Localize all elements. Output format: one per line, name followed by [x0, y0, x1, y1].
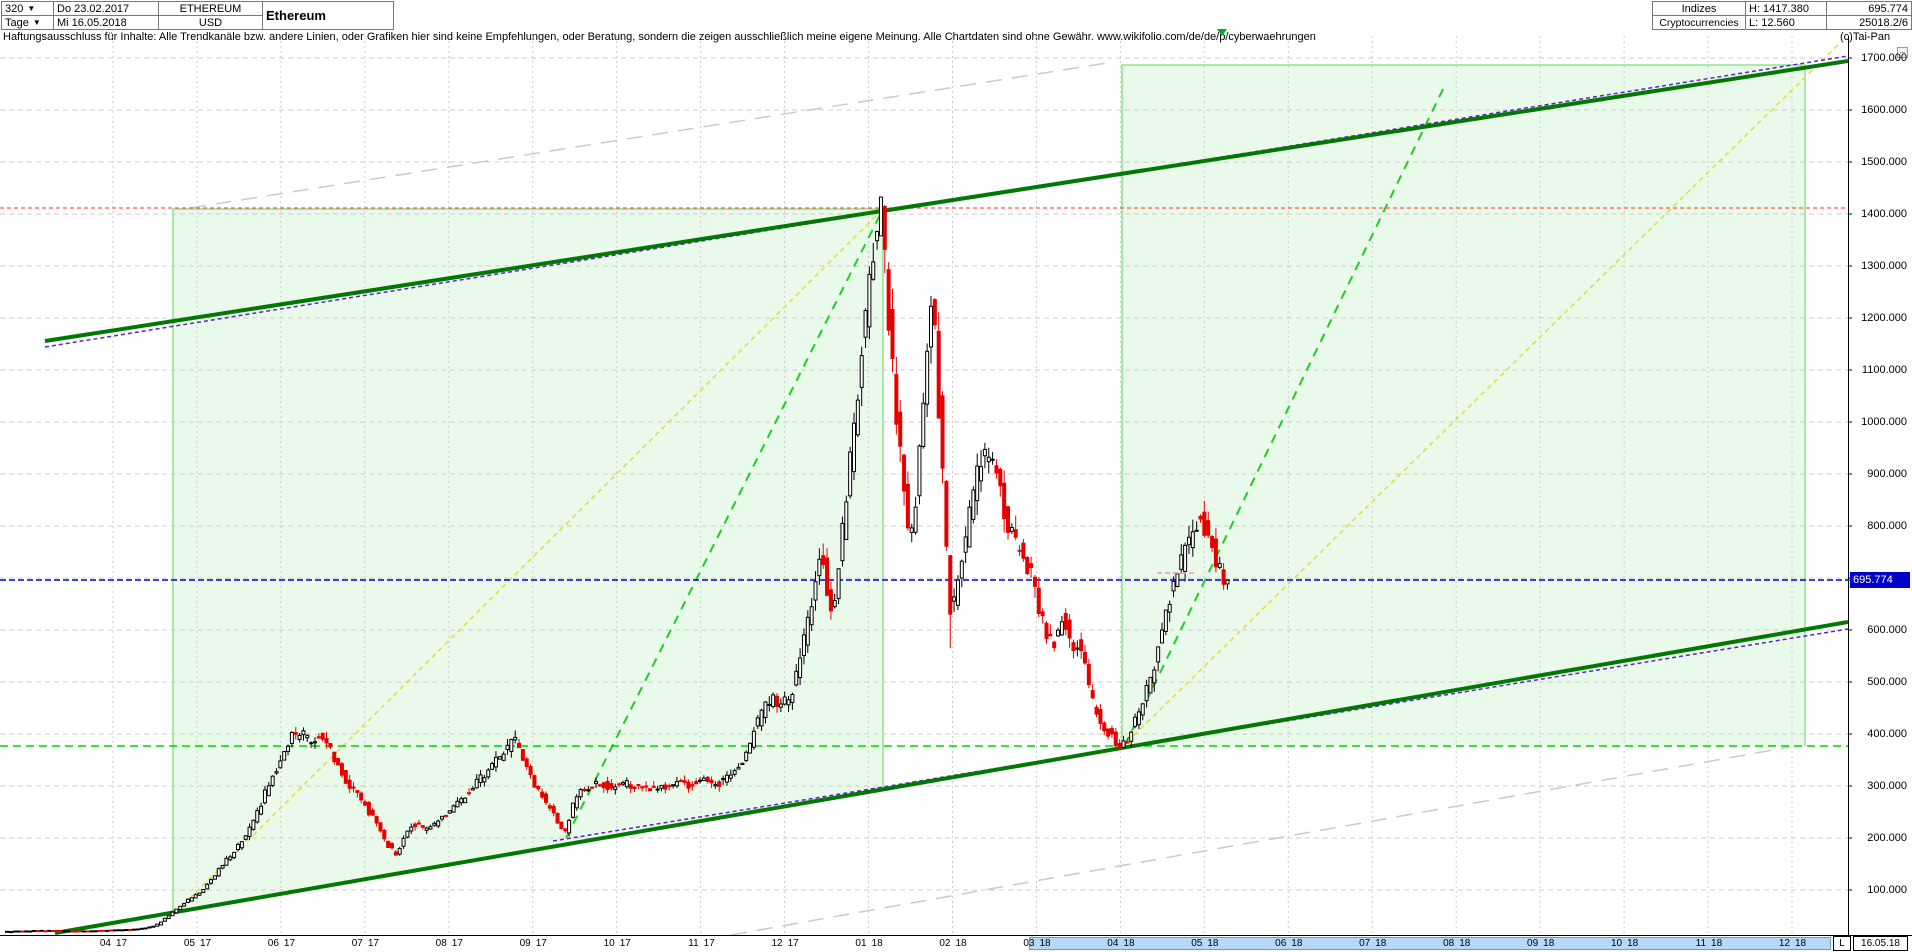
last-date-box: 16.05.18 — [1853, 936, 1908, 951]
plot-area — [0, 36, 1848, 935]
x-axis-year: 17 — [787, 938, 799, 949]
y-axis-label: 1200.000 — [1861, 312, 1907, 324]
disclaimer-text: Haftungsausschluss für Inhalte: Alle Tre… — [3, 31, 1316, 43]
low-value: L: 12.560 — [1745, 15, 1827, 30]
x-axis-month: 10 — [603, 938, 615, 949]
green-steep-trend-right — [1124, 84, 1446, 746]
x-axis-month: 10 — [1610, 938, 1623, 949]
lower-parallel-dashed — [552, 628, 1848, 842]
y-axis-label: 1100.000 — [1861, 364, 1907, 376]
slider-marker-icon[interactable] — [1217, 29, 1227, 36]
instrument-title: Ethereum — [262, 1, 394, 30]
gray-trend-lower — [730, 746, 1791, 935]
x-axis-year: 18 — [1711, 938, 1723, 949]
y-axis-label: 200.000 — [1867, 832, 1907, 844]
period-value: 320 — [5, 2, 24, 15]
y-axis-label: 100.000 — [1867, 884, 1907, 896]
last-price-value: 695.774 — [1826, 1, 1912, 16]
x-axis-year: 18 — [1123, 938, 1135, 949]
chevron-down-icon: ▼ — [32, 18, 41, 27]
x-axis-year: 18 — [871, 938, 883, 949]
x-axis: 04 17 05 17 06 17 07 17 08 17 09 17 10 17 11 17 12 17 01 18… — [0, 936, 1912, 952]
x-axis-year: 18 — [1543, 938, 1555, 949]
y-axis-label: 800.000 — [1867, 520, 1907, 532]
x-axis-month: 02 — [939, 938, 951, 949]
x-axis-year: 17 — [451, 938, 463, 949]
chevron-down-icon: ▼ — [27, 4, 36, 13]
trend-channel-1-border — [172, 208, 884, 912]
x-axis-year: 17 — [199, 938, 212, 949]
x-axis-month: 05 — [183, 938, 195, 949]
x-axis-year: 17 — [116, 938, 128, 949]
y-axis-label: 500.000 — [1867, 676, 1907, 688]
x-axis-month: 08 — [435, 938, 447, 949]
y-axis-label: 600.000 — [1867, 624, 1907, 636]
x-axis-month: 07 — [1359, 938, 1371, 949]
timeframe-value: Tage — [5, 16, 29, 29]
x-axis-month: 12 — [1778, 938, 1790, 949]
x-axis-year: 18 — [1039, 938, 1051, 949]
x-axis-month: 04 — [1107, 938, 1119, 949]
y-axis-label: 1700.000 — [1861, 52, 1907, 64]
last-bar-marker: L — [1833, 936, 1851, 951]
x-axis-month: 07 — [351, 938, 363, 949]
x-axis-month: 12 — [771, 938, 783, 949]
x-axis-month: 09 — [1527, 938, 1539, 949]
x-axis-year: 17 — [535, 938, 547, 949]
y-axis-label: 1500.000 — [1861, 156, 1907, 168]
y-axis-label: 1600.000 — [1861, 104, 1907, 116]
yellow-trend-left — [182, 208, 884, 906]
y-axis-label: 300.000 — [1867, 780, 1907, 792]
copyright-label: (c)Tai-Pan — [1840, 31, 1891, 43]
x-axis-year: 17 — [283, 938, 296, 949]
lower-channel-line — [54, 620, 1848, 935]
x-axis-year: 18 — [1627, 938, 1639, 949]
x-axis-year: 18 — [1375, 938, 1387, 949]
trend-channel-1 — [173, 209, 883, 912]
green-steep-trend-left — [565, 208, 884, 839]
x-axis-month: 01 — [855, 938, 867, 949]
x-axis-year: 18 — [1291, 938, 1303, 949]
x-axis-year: 18 — [1207, 938, 1219, 949]
x-axis-month: 05 — [1191, 938, 1203, 949]
y-axis-label: 400.000 — [1867, 728, 1907, 740]
collapse-icon[interactable]: – — [1897, 47, 1908, 58]
date-to: Mi 16.05.2018 — [53, 15, 159, 30]
x-axis-month: 06 — [1275, 938, 1287, 949]
high-value: H: 1417.380 — [1745, 1, 1827, 16]
x-axis-year: 18 — [1795, 938, 1807, 949]
x-axis-year: 18 — [955, 938, 967, 949]
x-axis-highlight-band — [1029, 937, 1831, 950]
wikifolio-link[interactable]: www.wikifolio.com/de/de/p/cyberwaehrunge… — [1096, 31, 1316, 43]
y-axis-label: 1000.000 — [1861, 416, 1907, 428]
trend-channel-2 — [1122, 65, 1805, 746]
x-axis-month: 03 — [1023, 938, 1035, 949]
last-price-tag: 695.774 — [1850, 572, 1910, 588]
trend-channel-2-border — [1121, 64, 1806, 746]
x-axis-month: 08 — [1443, 938, 1455, 949]
timeframe-dropdown[interactable]: Tage ▼ — [1, 15, 54, 30]
x-axis-month: 06 — [267, 938, 279, 949]
candlestick-layer — [5, 196, 1230, 934]
group-cryptocurrencies: Cryptocurrencies — [1652, 15, 1746, 30]
x-axis-month: 04 — [99, 938, 111, 949]
x-axis-month: 09 — [519, 938, 531, 949]
x-axis-month: 11 — [1695, 938, 1707, 949]
y-axis-label: 1300.000 — [1861, 260, 1907, 272]
y-axis-label: 1400.000 — [1861, 208, 1907, 220]
y-axis-label: 900.000 — [1867, 468, 1907, 480]
upper-channel-line — [44, 59, 1848, 343]
x-axis-year: 17 — [367, 938, 379, 949]
x-axis-year: 17 — [619, 938, 631, 949]
x-axis-month: 11 — [688, 938, 699, 949]
x-axis-year: 18 — [1459, 938, 1471, 949]
gray-trend-upper — [189, 61, 1114, 209]
x-axis-year: 17 — [703, 938, 715, 949]
